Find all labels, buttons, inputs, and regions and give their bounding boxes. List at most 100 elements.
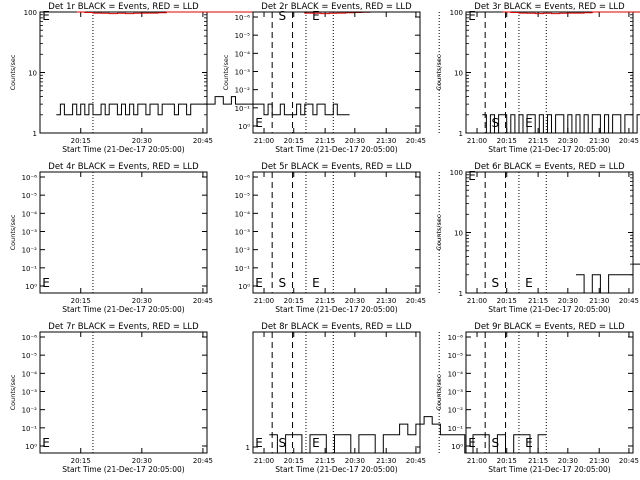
panel-title: Det 7r BLACK = Events, RED = LLD xyxy=(48,322,199,332)
y-tick-label: 10⁻² xyxy=(448,407,464,415)
y-axis-label: Counts/sec xyxy=(435,374,443,410)
x-tick-label: 20:15 xyxy=(497,297,517,305)
x-tick-label: 20:45 xyxy=(619,297,639,305)
panel-3: Det 3r BLACK = Events, RED = LLD Counts/s… xyxy=(435,2,640,154)
x-tick-label: 20:15 xyxy=(497,137,517,145)
event-marker: E xyxy=(255,116,263,130)
x-axis-label: Start Time (21-Dec-17 20:05:00) xyxy=(275,145,397,154)
x-axis-label: Start Time (21-Dec-17 20:05:00) xyxy=(62,305,184,314)
y-tick-label: 10⁻⁵ xyxy=(235,32,251,40)
x-axis-label: Start Time (21-Dec-17 20:05:00) xyxy=(488,305,610,314)
y-tick-label: 10⁰ xyxy=(25,443,37,451)
x-tick-label: 21:00 xyxy=(467,137,487,145)
panel-title: Det 3r BLACK = Events, RED = LLD xyxy=(474,2,625,12)
panel-8: Det 8r BLACK = Events, RED = LLD 1 20:15 20… xyxy=(246,322,610,474)
y-axis-label: Counts/sec xyxy=(9,214,17,250)
y-tick-label: 10 xyxy=(454,70,463,78)
y-tick-label: 10⁻² xyxy=(22,247,38,255)
y-tick-label: 10⁻³ xyxy=(22,229,38,237)
event-marker: S xyxy=(492,436,500,450)
x-tick-label: 20:45 xyxy=(193,137,213,145)
x-tick-label: 20:30 xyxy=(132,457,152,465)
y-tick-label: 10⁻⁴ xyxy=(22,370,38,378)
y-tick-label: 10⁻⁶ xyxy=(235,174,251,182)
plot-frame xyxy=(465,171,634,294)
x-tick-label: 20:45 xyxy=(619,457,639,465)
plot-frame xyxy=(465,331,634,454)
y-tick-label: 10⁻⁴ xyxy=(448,370,464,378)
y-tick-label: 100 xyxy=(24,9,37,17)
plot-frame xyxy=(39,171,208,294)
y-axis-label: Counts/sec xyxy=(435,214,443,250)
y-tick-label: 10⁻¹ xyxy=(22,425,38,433)
panel-1: Det 1r BLACK = Events, RED = LLD Counts/s… xyxy=(9,2,440,154)
y-tick-label: 10 xyxy=(28,70,37,78)
x-tick-label: 20:15 xyxy=(497,457,517,465)
panel-title: Det 8r BLACK = Events, RED = LLD xyxy=(261,322,412,332)
y-axis-label: Counts/sec xyxy=(9,54,17,90)
panel-2: Det 2r BLACK = Events, RED = LLD Counts/s… xyxy=(222,2,609,154)
x-tick-label: 21:30 xyxy=(589,457,609,465)
y-tick-label: 10⁻⁶ xyxy=(22,174,38,182)
event-marker: E xyxy=(525,276,533,290)
x-tick-label: 21:15 xyxy=(528,297,548,305)
y-tick-label: 10⁻⁵ xyxy=(22,352,38,360)
y-tick-label: 10⁻² xyxy=(235,247,251,255)
x-tick-label: 21:00 xyxy=(467,457,487,465)
y-tick-label: 10⁻⁴ xyxy=(235,50,251,58)
x-tick-label: 21:15 xyxy=(315,297,335,305)
x-tick-label: 21:00 xyxy=(254,297,274,305)
x-tick-label: 20:45 xyxy=(193,457,213,465)
y-tick-label: 10⁻⁶ xyxy=(235,14,251,22)
x-axis-label: Start Time (21-Dec-17 20:05:00) xyxy=(62,145,184,154)
event-marker: E xyxy=(42,276,50,290)
plot-frame xyxy=(252,331,421,454)
events-series-line xyxy=(576,263,640,294)
x-tick-label: 21:15 xyxy=(315,457,335,465)
x-tick-label: 20:15 xyxy=(71,297,91,305)
event-marker: E xyxy=(312,276,320,290)
panel-6: Det 6r BLACK = Events, RED = LLD Counts/s… xyxy=(435,162,640,314)
y-tick-label: 1 xyxy=(246,444,250,452)
x-tick-label: 20:15 xyxy=(71,137,91,145)
x-tick-label: 21:30 xyxy=(376,137,396,145)
x-tick-label: 20:30 xyxy=(345,297,365,305)
y-axis-label: Counts/sec xyxy=(222,54,230,90)
events-series-line xyxy=(482,114,640,134)
y-tick-label: 1 xyxy=(459,130,463,138)
x-tick-label: 21:00 xyxy=(467,297,487,305)
y-tick-label: 10⁰ xyxy=(238,123,250,131)
x-axis-label: Start Time (21-Dec-17 20:05:00) xyxy=(275,465,397,474)
x-tick-label: 20:30 xyxy=(345,137,365,145)
plot-frame xyxy=(252,11,421,134)
x-tick-label: 21:30 xyxy=(589,297,609,305)
panel-9: Det 9r BLACK = Events, RED = LLD Counts/s… xyxy=(435,322,639,474)
y-tick-label: 10⁻⁵ xyxy=(448,352,464,360)
x-tick-label: 21:00 xyxy=(254,457,274,465)
events-series-line xyxy=(56,96,350,116)
event-marker: S xyxy=(279,276,287,290)
y-tick-label: 10⁻³ xyxy=(235,69,251,77)
x-tick-label: 21:15 xyxy=(315,137,335,145)
panel-title: Det 2r BLACK = Events, RED = LLD xyxy=(261,2,412,12)
x-tick-label: 21:15 xyxy=(528,457,548,465)
x-tick-label: 20:15 xyxy=(284,457,304,465)
y-tick-label: 10⁻⁵ xyxy=(22,192,38,200)
x-tick-label: 21:30 xyxy=(376,457,396,465)
event-marker: E xyxy=(468,9,476,23)
y-tick-label: 10⁰ xyxy=(238,283,250,291)
x-tick-label: 20:45 xyxy=(406,137,426,145)
x-tick-label: 20:30 xyxy=(132,137,152,145)
event-marker: S xyxy=(492,276,500,290)
x-tick-label: 21:30 xyxy=(376,297,396,305)
x-tick-label: 20:15 xyxy=(71,457,91,465)
x-tick-label: 21:15 xyxy=(528,137,548,145)
event-marker: E xyxy=(312,9,320,23)
y-tick-label: 10 xyxy=(454,230,463,238)
event-marker: E xyxy=(42,9,50,23)
lld-series-line xyxy=(502,11,640,15)
x-axis-label: Start Time (21-Dec-17 20:05:00) xyxy=(275,305,397,314)
x-axis-label: Start Time (21-Dec-17 20:05:00) xyxy=(62,465,184,474)
y-tick-label: 10⁻¹ xyxy=(235,105,251,113)
